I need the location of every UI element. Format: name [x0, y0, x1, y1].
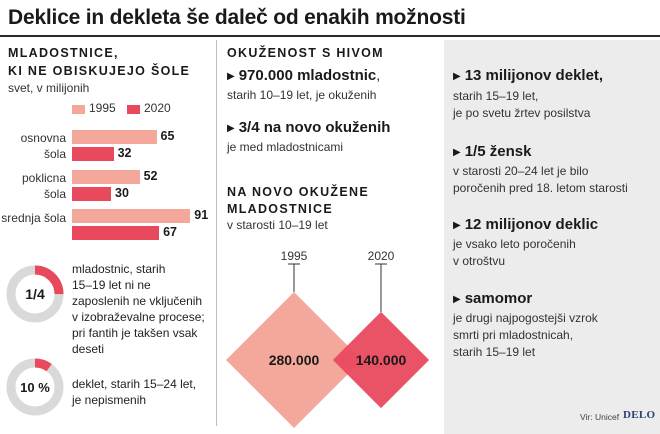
year-label: 1995 — [281, 249, 308, 263]
donut-quarter-label: 1/4 — [25, 286, 45, 302]
category-label-line: šola — [43, 147, 66, 161]
diamond-2020 — [332, 311, 430, 409]
right-fact-3-bold: 12 milijonov deklic — [464, 216, 599, 233]
category-label-line: osnovna — [20, 131, 66, 145]
donut-quarter-line: deseti — [72, 342, 105, 356]
right-fact-2-line: poročenih pred 18. letom starosti — [453, 181, 628, 195]
bar-2020 — [72, 147, 114, 161]
category-label: poklicna šola — [0, 170, 66, 202]
new-infections-subtitle: v starosti 10–19 let — [227, 218, 328, 232]
right-fact-1-line: starih 15–19 let, — [453, 89, 539, 103]
legend-label-2020: 2020 — [144, 101, 171, 115]
bar-value-label: 65 — [160, 129, 175, 143]
schooling-title-1: MLADOSTNICE, — [8, 46, 119, 60]
donut-ten-line: deklet, starih 15–24 let, — [72, 377, 197, 391]
right-fact-4-head: ▶ samomor — [453, 290, 532, 307]
category-label-line: šola — [43, 187, 66, 201]
category-label: osnovna šola — [0, 130, 66, 162]
category-label-line: srednja šola — [1, 211, 66, 225]
bar-1995 — [72, 130, 157, 144]
right-fact-3-line: je vsako leto poročenih — [453, 237, 576, 251]
schooling-subtitle: svet, v milijonih — [8, 81, 90, 95]
legend-swatch-2020 — [127, 105, 140, 114]
diamond-1995 — [226, 292, 362, 428]
bar-2020 — [72, 226, 160, 240]
hiv-title: OKUŽENOST S HIVOM — [227, 46, 384, 60]
bar-value-label: 30 — [115, 186, 129, 200]
category-label-line: poklicna — [21, 171, 66, 185]
legend-label-1995: 1995 — [89, 101, 116, 115]
right-fact-4-bold: samomor — [464, 290, 533, 307]
right-fact-2-bold: 1/5 žensk — [464, 143, 532, 160]
right-fact-4-line: starih 15–19 let — [453, 345, 536, 359]
triangle-icon: ▶ — [227, 123, 235, 134]
right-fact-3-head: ▶ 12 milijonov deklic — [453, 216, 598, 233]
donut-quarter-line: pri fantih je takšen vsak — [72, 326, 198, 340]
triangle-icon: ▶ — [453, 220, 461, 231]
donut-quarter-arc — [6, 265, 64, 323]
category-label: srednja šola — [0, 210, 66, 226]
right-fact-4-line: je drugi najpogostejši vzrok — [453, 311, 598, 325]
hiv-fact-2-bold: 3/4 na novo okuženih — [238, 119, 391, 136]
triangle-icon: ▶ — [227, 71, 235, 82]
header-rule — [0, 35, 660, 37]
donut-quarter: 1/4 — [4, 263, 66, 325]
hiv-fact-1-tail: , — [376, 67, 381, 83]
right-fact-1-bold: 13 milijonov deklet, — [464, 67, 604, 84]
donut-quarter-line: 15–19 let ni ne — [72, 278, 151, 292]
donut-quarter-line: mladostnic, starih — [72, 262, 166, 276]
bar-2020 — [72, 187, 111, 201]
donut-ten-text: deklet, starih 15–24 let, je nepismenih — [72, 376, 196, 408]
delo-logo: DELO — [623, 409, 656, 421]
right-fact-1-head: ▶ 13 milijonov deklet, — [453, 67, 603, 84]
donut-quarter-line: v izobraževalne procese; — [72, 310, 205, 324]
new-infections-title-2: MLADOSTNICE — [227, 202, 333, 216]
column-divider — [216, 40, 217, 426]
donut-ten-label: 10 % — [20, 380, 50, 395]
hiv-fact-1-sub: starih 10–19 let, je okuženih — [227, 88, 377, 102]
right-fact-3-line: v otroštvu — [453, 254, 506, 268]
schooling-title-2: KI NE OBISKUJEJO ŠOLE — [8, 64, 191, 78]
donut-ten-percent: 10 % — [4, 356, 66, 418]
donut-ten-line: je nepismenih — [72, 393, 147, 407]
right-fact-1-line: je po svetu žrtev posilstva — [453, 106, 591, 120]
triangle-icon: ▶ — [453, 147, 461, 158]
source-credit: Vir: Unicef — [580, 412, 620, 422]
legend-swatch-1995 — [72, 105, 85, 114]
year-label: 2020 — [368, 249, 395, 263]
bar-value-label: 52 — [143, 169, 158, 183]
right-fact-4-line: smrti pri mladostnicah, — [453, 328, 574, 342]
right-fact-3-sub: je vsako leto poročenih v otroštvu — [453, 236, 576, 270]
right-fact-1-sub: starih 15–19 let, je po svetu žrtev posi… — [453, 88, 590, 122]
headline: Deklice in dekleta še daleč od enakih mo… — [8, 6, 466, 29]
right-fact-2-line: v starosti 20–24 let je bilo — [453, 164, 589, 178]
bar-1995 — [72, 170, 140, 184]
new-infections-title-1: NA NOVO OKUŽENE — [227, 185, 369, 199]
right-facts-panel — [444, 40, 660, 434]
hiv-fact-2-head: ▶ 3/4 na novo okuženih — [227, 119, 390, 136]
right-fact-2-sub: v starosti 20–24 let je bilo poročenih p… — [453, 163, 628, 197]
bar-value-label: 32 — [117, 146, 132, 160]
bar-1995 — [72, 209, 191, 223]
triangle-icon: ▶ — [453, 294, 461, 305]
diamond-value-label: 280.000 — [269, 352, 320, 368]
hiv-fact-1-bold: 970.000 mladostnic — [238, 67, 377, 84]
donut-quarter-text: mladostnic, starih 15–19 let ni ne zapos… — [72, 261, 205, 357]
right-fact-4-sub: je drugi najpogostejši vzrok smrti pri m… — [453, 310, 598, 361]
right-fact-2-head: ▶ 1/5 žensk — [453, 143, 531, 160]
bar-value-label: 67 — [163, 225, 177, 239]
donut-ten-arc — [6, 358, 64, 416]
hiv-fact-2-sub: je med mladostnicami — [227, 140, 344, 154]
bar-value-label: 91 — [194, 208, 209, 222]
triangle-icon: ▶ — [453, 71, 461, 82]
hiv-fact-1-head: ▶ 970.000 mladostnic, — [227, 67, 380, 84]
new-infections-diamond-chart: 1995 2020 280.000 140.000 — [226, 249, 430, 428]
donut-quarter-line: zaposlenih ne vključenih — [72, 294, 203, 308]
diamond-value-label: 140.000 — [356, 352, 407, 368]
